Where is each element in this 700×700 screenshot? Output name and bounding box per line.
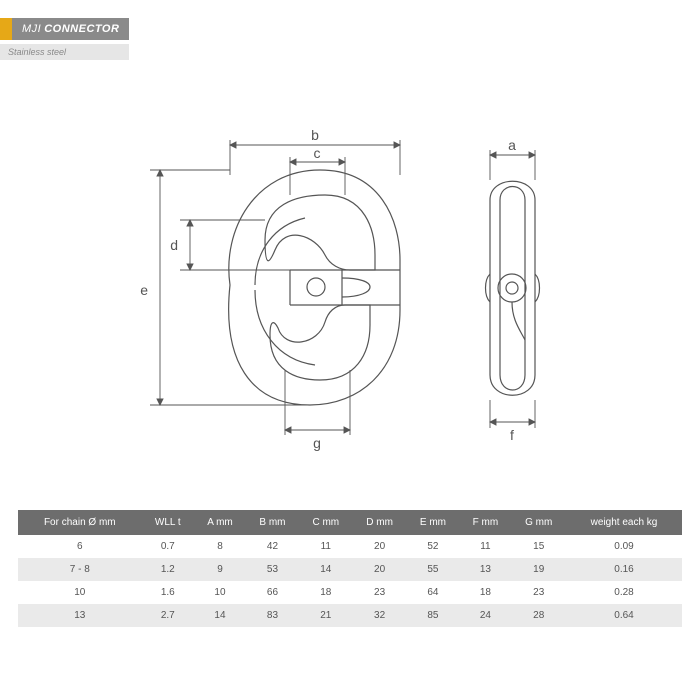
- table-cell: 14: [194, 604, 246, 627]
- table-cell: 13: [18, 604, 142, 627]
- col-header: D mm: [353, 510, 407, 535]
- table-cell: 0.7: [142, 535, 194, 558]
- table-cell: 6: [18, 535, 142, 558]
- table-cell: 83: [246, 604, 299, 627]
- dim-d: d: [170, 237, 178, 253]
- dim-e: e: [140, 282, 148, 298]
- table-cell: 19: [511, 558, 566, 581]
- table-cell: 32: [353, 604, 407, 627]
- product-title: MJI CONNECTOR: [12, 18, 129, 40]
- table-cell: 11: [459, 535, 511, 558]
- table-cell: 10: [194, 581, 246, 604]
- header: MJI CONNECTOR Stainless steel: [0, 18, 129, 60]
- table-row: 132.7148321328524280.64: [18, 604, 682, 627]
- table-cell: 28: [511, 604, 566, 627]
- table-cell: 2.7: [142, 604, 194, 627]
- subtitle: Stainless steel: [0, 44, 129, 60]
- table-cell: 0.64: [566, 604, 682, 627]
- table-row: 60.784211205211150.09: [18, 535, 682, 558]
- table-cell: 18: [299, 581, 353, 604]
- table-cell: 42: [246, 535, 299, 558]
- table-cell: 13: [459, 558, 511, 581]
- table-cell: 85: [406, 604, 459, 627]
- title-bar: MJI CONNECTOR: [0, 18, 129, 40]
- table-cell: 21: [299, 604, 353, 627]
- accent-block: [0, 18, 12, 40]
- col-header: weight each kg: [566, 510, 682, 535]
- col-header: E mm: [406, 510, 459, 535]
- technical-diagram: b c d e g a: [0, 100, 700, 480]
- table-cell: 20: [353, 558, 407, 581]
- table-cell: 53: [246, 558, 299, 581]
- table-cell: 7 - 8: [18, 558, 142, 581]
- dim-f: f: [510, 427, 514, 443]
- col-header: F mm: [459, 510, 511, 535]
- title-prefix: MJI: [22, 23, 41, 35]
- dim-a: a: [508, 137, 516, 153]
- table-cell: 20: [353, 535, 407, 558]
- table-cell: 10: [18, 581, 142, 604]
- table-cell: 24: [459, 604, 511, 627]
- table-row: 7 - 81.295314205513190.16: [18, 558, 682, 581]
- table-cell: 23: [511, 581, 566, 604]
- table-cell: 15: [511, 535, 566, 558]
- col-header: C mm: [299, 510, 353, 535]
- table-cell: 9: [194, 558, 246, 581]
- table-cell: 0.16: [566, 558, 682, 581]
- table-cell: 23: [353, 581, 407, 604]
- table-cell: 14: [299, 558, 353, 581]
- dim-g: g: [313, 435, 321, 451]
- table-cell: 52: [406, 535, 459, 558]
- col-header: For chain Ø mm: [18, 510, 142, 535]
- table-cell: 55: [406, 558, 459, 581]
- col-header: G mm: [511, 510, 566, 535]
- table-cell: 64: [406, 581, 459, 604]
- subtitle-text: Stainless steel: [8, 47, 66, 57]
- dimensions-table: For chain Ø mmWLL tA mmB mmC mmD mmE mmF…: [18, 510, 682, 627]
- table-cell: 8: [194, 535, 246, 558]
- col-header: A mm: [194, 510, 246, 535]
- table-cell: 1.6: [142, 581, 194, 604]
- col-header: WLL t: [142, 510, 194, 535]
- table-cell: 0.09: [566, 535, 682, 558]
- title-main: CONNECTOR: [44, 23, 119, 35]
- dim-b: b: [311, 127, 319, 143]
- table-cell: 66: [246, 581, 299, 604]
- table-row: 101.6106618236418230.28: [18, 581, 682, 604]
- table-cell: 1.2: [142, 558, 194, 581]
- col-header: B mm: [246, 510, 299, 535]
- table-cell: 18: [459, 581, 511, 604]
- table-cell: 11: [299, 535, 353, 558]
- spec-table: For chain Ø mmWLL tA mmB mmC mmD mmE mmF…: [18, 510, 682, 627]
- dim-c: c: [314, 145, 321, 161]
- table-cell: 0.28: [566, 581, 682, 604]
